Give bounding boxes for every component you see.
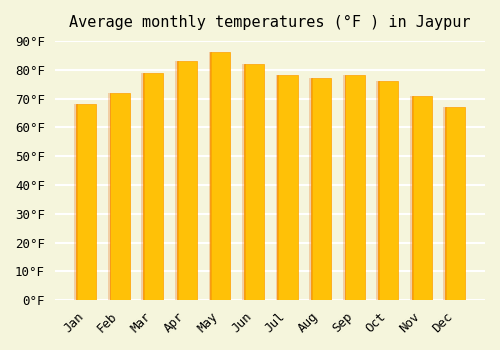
- Bar: [410, 96, 414, 300]
- Bar: [446, 107, 466, 300]
- Bar: [74, 104, 78, 300]
- Bar: [276, 76, 280, 300]
- Bar: [210, 52, 231, 300]
- Bar: [343, 76, 346, 300]
- Bar: [76, 104, 96, 300]
- Bar: [378, 81, 398, 300]
- Bar: [244, 64, 264, 300]
- Bar: [208, 52, 212, 300]
- Bar: [278, 76, 297, 300]
- Title: Average monthly temperatures (°F ) in Jaypur: Average monthly temperatures (°F ) in Ja…: [69, 15, 470, 30]
- Bar: [242, 64, 246, 300]
- Bar: [376, 81, 380, 300]
- Bar: [444, 107, 447, 300]
- Bar: [108, 93, 112, 300]
- Bar: [344, 76, 364, 300]
- Bar: [309, 78, 313, 300]
- Bar: [311, 78, 331, 300]
- Bar: [142, 72, 145, 300]
- Bar: [175, 61, 178, 300]
- Bar: [110, 93, 130, 300]
- Bar: [177, 61, 197, 300]
- Bar: [143, 72, 164, 300]
- Bar: [412, 96, 432, 300]
